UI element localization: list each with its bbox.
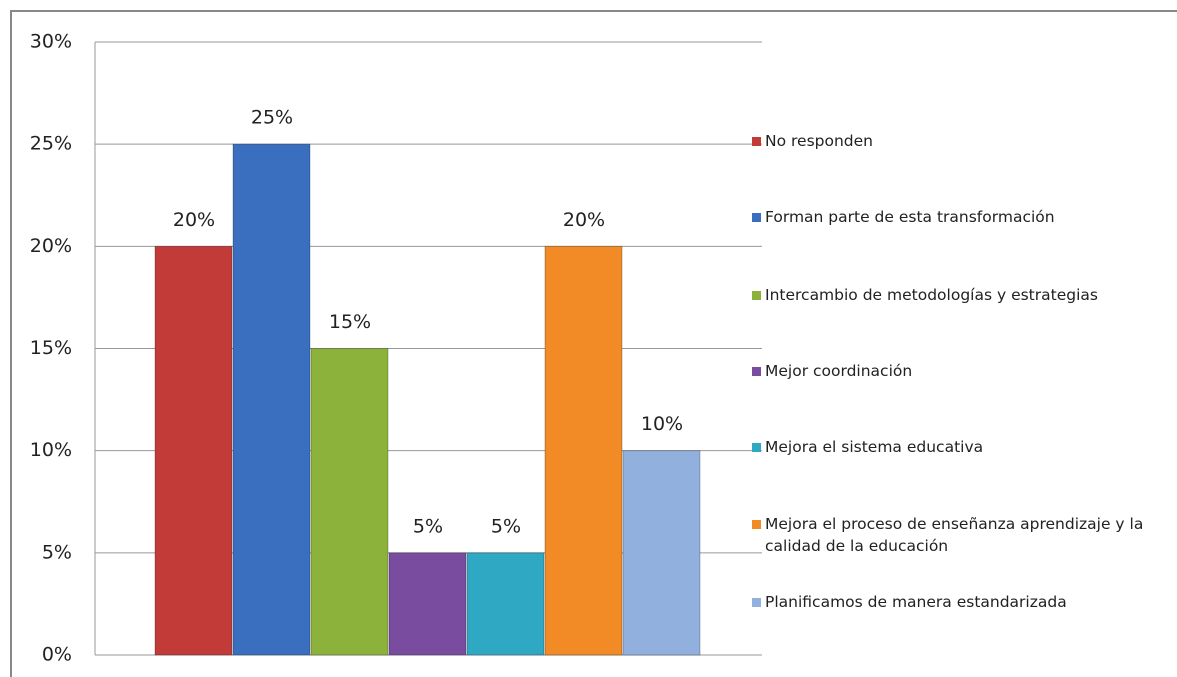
legend-swatch	[752, 291, 761, 300]
legend-swatch	[752, 137, 761, 146]
legend-item: No responden	[752, 130, 1167, 152]
data-label: 5%	[413, 515, 443, 537]
data-label: 10%	[641, 413, 683, 435]
data-label: 5%	[491, 515, 521, 537]
y-tick-label: 10%	[30, 439, 72, 461]
bar	[388, 552, 467, 656]
legend-label: Planificamos de manera estandarizada	[765, 593, 1067, 611]
legend-item: Planificamos de manera estandarizada	[752, 591, 1167, 613]
frame	[10, 10, 1177, 677]
legend-item: Intercambio de metodologías y estrategia…	[752, 284, 1167, 306]
legend-swatch	[752, 213, 761, 222]
bar	[466, 552, 545, 656]
y-tick-label: 20%	[30, 235, 72, 257]
bar	[544, 245, 623, 656]
bar	[154, 245, 233, 656]
legend-label: Mejora el sistema educativa	[765, 438, 984, 456]
data-label: 15%	[329, 311, 371, 333]
y-tick-label: 5%	[42, 541, 72, 563]
legend-item: Mejor coordinación	[752, 360, 1167, 382]
legend-label: Mejor coordinación	[765, 362, 913, 380]
legend-swatch	[752, 443, 761, 452]
legend-label: Forman parte de esta transformación	[765, 208, 1055, 226]
y-tick-label: 25%	[30, 133, 72, 155]
data-label: 25%	[251, 107, 293, 129]
bar	[232, 143, 311, 656]
legend-item: Forman parte de esta transformación	[752, 206, 1167, 228]
y-tick-label: 30%	[30, 31, 72, 53]
data-label: 20%	[563, 209, 605, 231]
legend-item: Mejora el sistema educativa	[752, 436, 1167, 458]
y-tick-label: 15%	[30, 337, 72, 359]
bar	[310, 348, 389, 656]
legend-label: Intercambio de metodologías y estrategia…	[765, 286, 1098, 304]
legend-item: Mejora el proceso de enseñanza aprendiza…	[752, 513, 1167, 557]
y-tick-label: 0%	[42, 644, 72, 666]
legend-swatch	[752, 598, 761, 607]
data-label: 20%	[173, 209, 215, 231]
legend-swatch	[752, 367, 761, 376]
bar	[622, 450, 701, 656]
legend-swatch	[752, 520, 761, 529]
legend-label: Mejora el proceso de enseñanza aprendiza…	[765, 515, 1144, 555]
legend-label: No responden	[765, 132, 873, 150]
